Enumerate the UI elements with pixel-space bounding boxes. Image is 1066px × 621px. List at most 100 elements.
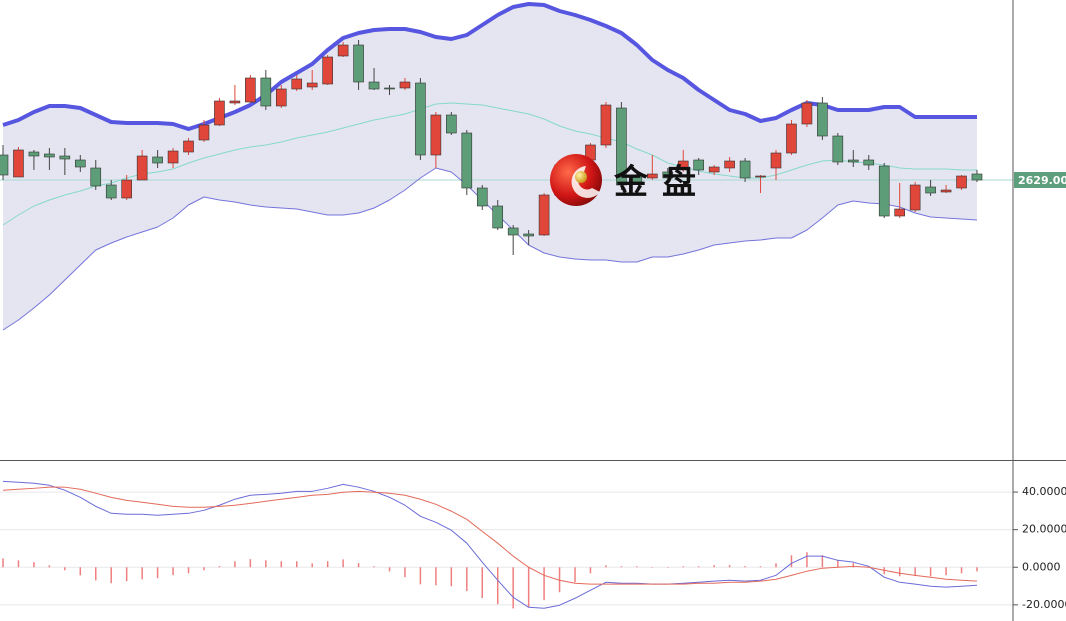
y-tick-label: -20.0000 [1022,598,1066,611]
candle-body [44,153,55,158]
candle-body [523,233,534,237]
histogram-bar [249,559,252,568]
candle-body [198,124,210,141]
band-fill [3,4,977,330]
candle-body [13,149,24,178]
histogram-bar [744,566,746,568]
candle-body [136,155,148,181]
histogram-bar [326,561,329,568]
candle-body [368,81,380,90]
histogram-bar [64,567,66,571]
histogram-bar [295,561,298,568]
candle-body [677,160,689,171]
histogram-bar [79,567,82,576]
histogram-bar [713,565,715,568]
histogram-bar [435,567,437,586]
candle-body [75,159,86,168]
histogram-bar [280,561,283,568]
histogram-bar [33,562,35,568]
candle-body [817,102,828,137]
main-panel [0,2,1013,331]
candle-body [847,159,859,163]
candle-body [105,184,117,199]
candle-body [538,194,550,236]
watermark: 金盘 [613,163,710,203]
histogram-bar [806,552,808,568]
candle-body [399,81,411,89]
candle-body [415,82,426,156]
candle-body [430,114,442,156]
candle-body [909,184,921,211]
histogram-bar [466,567,468,592]
histogram-bar [218,566,221,568]
y-tick-label: 20.0000 [1022,523,1066,536]
y-tick-label: 40.0000 [1022,485,1066,498]
candle-body [786,123,797,154]
histogram-bar [759,566,762,568]
axis-labels: 2629.00 40.0000 20.0000 0.0000 -20.0000 [1013,172,1066,611]
candle-body [894,208,905,217]
histogram-bar [481,567,484,599]
candle-body [647,173,658,179]
histogram-bar [95,567,97,581]
histogram-bar [651,567,654,568]
histogram-bar [527,567,530,608]
candle-body [492,205,504,229]
histogram-bar [945,567,947,576]
y-tick-label: 0.0000 [1022,560,1061,573]
histogram-bar [203,567,205,571]
candle-body [229,100,241,104]
histogram-bar [187,567,190,574]
histogram-bar [388,567,391,572]
histogram-bar [852,563,855,568]
histogram-bar [605,565,607,568]
histogram-bar [342,559,344,568]
candle-body [755,175,766,178]
histogram-bar [357,563,360,568]
candle-body [384,87,395,90]
histogram-bar [589,567,592,574]
histogram-bar [419,567,422,585]
histogram-bar [373,566,375,568]
band-lower [2,167,978,331]
candle-body [245,77,256,103]
histogram-bar [265,560,267,568]
histogram-bar [837,560,839,568]
candle-body [306,82,318,88]
candle-body [770,152,782,169]
candle-body [616,107,627,186]
candle-body [724,160,735,169]
candle-body [662,171,674,179]
histogram-bar [636,566,638,568]
candle-body [600,104,612,146]
candle-body [152,156,163,164]
candle-body [121,179,132,199]
candle-body [739,160,751,179]
histogram-bar [914,567,916,577]
candle-body [971,173,983,181]
candle-body [832,135,844,163]
histogram-bar [17,560,20,568]
candle-body [183,140,194,153]
candle-body [59,155,71,160]
histogram-bar [960,567,963,574]
histogram-bar [125,567,128,582]
candle-body [337,44,349,57]
candle-body [167,150,179,164]
candle-body [275,88,287,107]
histogram-bar [141,567,143,580]
histogram-bar [790,555,793,568]
candle-body [940,189,952,193]
histogram-bar [775,563,777,568]
candle-body [28,151,40,157]
candle-body [925,186,936,194]
histogram-bar [48,565,51,568]
candle-body [0,154,9,176]
histogram-bar [821,555,824,568]
histogram-bar [156,567,159,579]
logo-dot [575,171,587,183]
candle-body [353,44,364,83]
histogram-bar [404,567,406,578]
macd-line [2,486,978,585]
